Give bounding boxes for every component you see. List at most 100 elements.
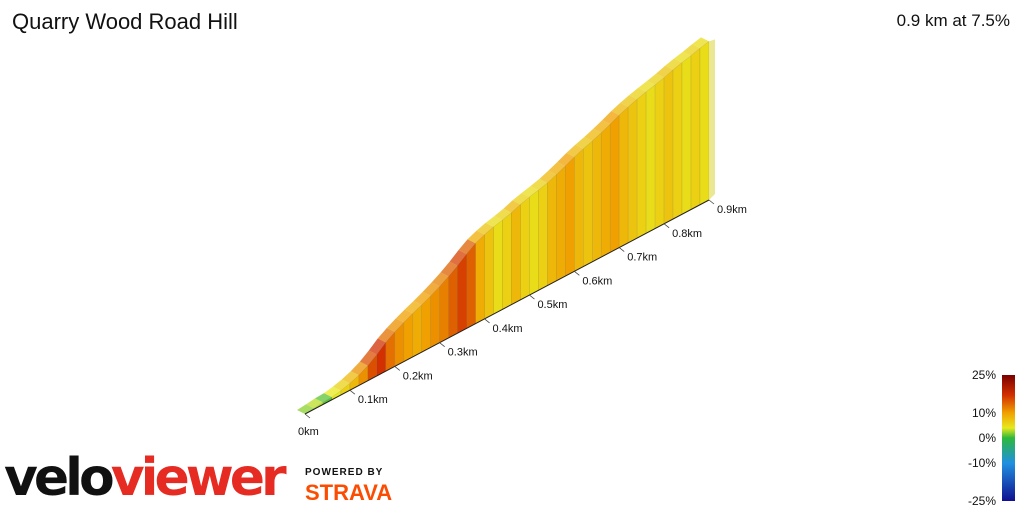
profile-segment — [583, 140, 593, 268]
profile-segment-top — [314, 393, 332, 403]
profile-segment — [672, 61, 683, 220]
profile-segment — [475, 233, 485, 325]
distance-tick — [618, 247, 625, 252]
distance-tick-label: 0.2km — [403, 370, 433, 382]
profile-segment-top — [332, 379, 350, 391]
profile-segment-top — [494, 208, 512, 220]
distance-axis — [304, 199, 710, 415]
profile-segment — [448, 264, 458, 339]
distance-tick — [349, 389, 356, 395]
profile-segment-top — [458, 239, 476, 255]
profile-segment-top — [557, 152, 575, 167]
profile-segment-top — [647, 73, 665, 85]
gradient-color-bar — [1002, 375, 1015, 501]
profile-segment — [439, 275, 449, 344]
profile-segment — [484, 226, 494, 320]
profile-segment — [529, 189, 539, 296]
profile-segment — [627, 98, 638, 244]
profile-segment-top — [431, 272, 449, 287]
profile-segment-top — [575, 136, 593, 149]
profile-segment-top — [512, 193, 530, 205]
profile-segment — [690, 47, 701, 211]
profile-segment-top — [341, 371, 359, 384]
legend-label: 25% — [972, 368, 996, 382]
profile-segment-top — [395, 309, 413, 323]
distance-tick-label: 0.3km — [448, 347, 478, 359]
profile-segment — [556, 165, 566, 282]
profile-end-cap — [709, 39, 715, 200]
profile-segment-top — [602, 111, 620, 125]
distance-tick — [484, 318, 490, 324]
profile-segment-top — [297, 404, 314, 414]
distance-tick — [394, 366, 401, 371]
profile-segment-top — [665, 58, 683, 70]
profile-segments — [297, 37, 715, 415]
profile-segment-top — [350, 361, 368, 376]
profile-segment — [421, 295, 431, 353]
profile-segment-top — [476, 222, 494, 235]
strava-logo[interactable]: STRAVA — [305, 480, 393, 505]
profile-segment-top — [629, 87, 647, 100]
distance-tick — [304, 413, 311, 419]
profile-segment — [538, 182, 548, 291]
profile-segment — [412, 304, 423, 358]
distance-tick-label: 0km — [298, 426, 319, 438]
profile-segment — [636, 91, 647, 239]
distance-tick — [663, 223, 670, 229]
profile-segment — [457, 253, 467, 334]
profile-segment-top — [449, 250, 467, 266]
veloviewer-logo[interactable]: veloviewer — [4, 448, 287, 508]
profile-segment — [699, 40, 710, 206]
profile-segment-top — [359, 350, 377, 366]
distance-tick-label: 0.4km — [493, 323, 523, 335]
profile-segment-top — [683, 44, 701, 56]
profile-segment-top — [620, 95, 638, 107]
profile-segment — [618, 106, 629, 249]
profile-segment-top — [566, 144, 584, 157]
profile-segment-top — [377, 328, 395, 343]
profile-segment — [654, 76, 665, 230]
profile-segment — [681, 54, 692, 215]
distance-tick-label: 0.5km — [537, 299, 567, 311]
distance-tick-label: 0.7km — [627, 252, 657, 264]
profile-segment — [430, 285, 440, 348]
distance-tick — [439, 342, 445, 347]
profile-segment-top — [548, 162, 566, 175]
legend-label: 0% — [979, 431, 997, 445]
distance-tick-label: 0.8km — [672, 228, 702, 240]
distance-tick-label: 0.1km — [358, 394, 388, 406]
distance-tick — [574, 271, 580, 276]
profile-segment — [520, 196, 530, 301]
distance-tick-label: 0.6km — [582, 275, 612, 287]
profile-segment-top — [386, 318, 404, 333]
distance-ticks: 0km 0.1km 0.2km 0.3km 0.4km 0.5km 0.6km 0.7km 0.… — [298, 199, 747, 438]
profile-segment-top — [404, 300, 422, 314]
profile-segment-top — [539, 170, 557, 183]
profile-segment — [645, 84, 656, 234]
distance-tick — [708, 199, 715, 205]
profile-segment-top — [584, 128, 602, 141]
profile-segment — [565, 156, 575, 277]
profile-segment-top — [611, 102, 629, 116]
profile-segment — [466, 242, 476, 329]
profile-segment-top — [440, 261, 458, 277]
profile-segment — [591, 132, 602, 263]
profile-segment-top — [305, 398, 323, 409]
profile-segment-top — [323, 386, 341, 398]
profile-segment — [511, 203, 521, 306]
profile-segment-top — [368, 338, 386, 355]
profile-segment-top — [692, 37, 709, 49]
profile-segment-top — [530, 178, 548, 191]
climb-summary: 0.9 km at 7.5% — [896, 11, 1010, 30]
profile-segment-top — [638, 80, 656, 92]
profile-segment-top — [674, 51, 692, 63]
profile-segment-top — [593, 120, 611, 133]
legend-label: -25% — [968, 494, 996, 508]
distance-tick — [529, 294, 535, 300]
profile-segment — [502, 211, 512, 310]
profile-segment — [493, 219, 503, 315]
profile-segment — [600, 123, 611, 258]
profile-segment-top — [503, 200, 521, 213]
gradient-legend: 25% 10% 0% -10% -25% — [968, 368, 1015, 508]
profile-segment — [609, 114, 620, 253]
